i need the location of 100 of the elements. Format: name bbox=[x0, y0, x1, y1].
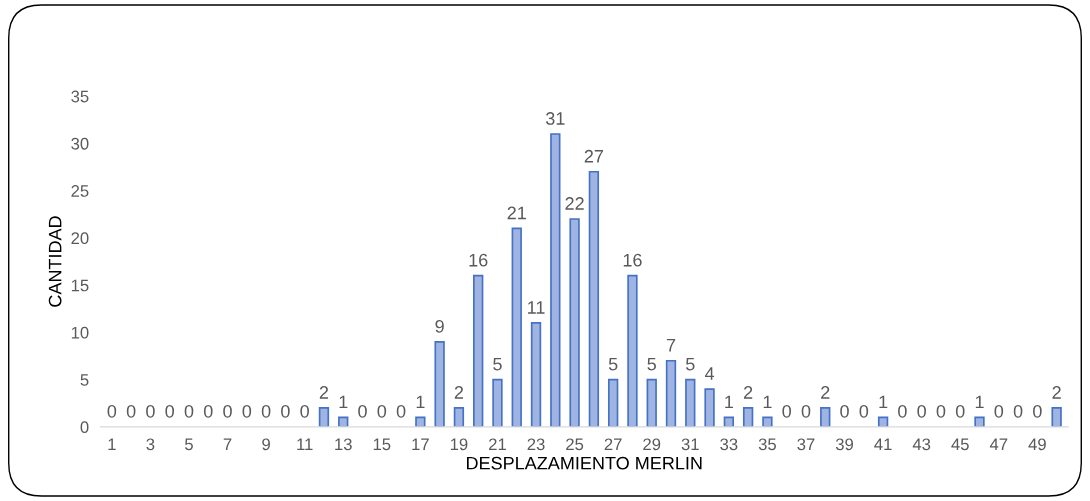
x-tick-label: 37 bbox=[797, 438, 815, 451]
bar bbox=[550, 133, 561, 427]
bar bbox=[511, 227, 522, 427]
data-label: 9 bbox=[435, 319, 444, 333]
data-label: 22 bbox=[565, 197, 584, 210]
data-label: 0 bbox=[801, 404, 811, 418]
data-label: 21 bbox=[507, 206, 526, 220]
data-label: 0 bbox=[300, 404, 309, 418]
data-label: 2 bbox=[744, 386, 753, 399]
bar bbox=[434, 340, 445, 427]
x-tick-label: 13 bbox=[335, 438, 352, 451]
x-tick-label: 35 bbox=[758, 438, 776, 451]
x-tick-label: 21 bbox=[489, 438, 506, 451]
y-axis-title: CANTIDAD bbox=[48, 216, 62, 307]
y-tick-label: 35 bbox=[71, 90, 89, 103]
y-tick-label: 5 bbox=[80, 374, 89, 386]
data-label: 0 bbox=[146, 404, 155, 418]
data-label: 0 bbox=[859, 404, 869, 418]
x-tick-label: 3 bbox=[146, 438, 155, 451]
data-label: 0 bbox=[261, 404, 271, 418]
bar bbox=[607, 378, 619, 427]
bar bbox=[530, 322, 542, 427]
y-tick-label: 0 bbox=[80, 421, 89, 434]
data-label: 1 bbox=[339, 395, 348, 409]
data-label: 0 bbox=[165, 404, 175, 418]
data-label: 0 bbox=[1033, 404, 1042, 418]
data-label: 0 bbox=[917, 404, 926, 418]
bar bbox=[492, 378, 503, 427]
data-label: 5 bbox=[685, 357, 695, 371]
data-label: 0 bbox=[377, 404, 387, 418]
x-tick-label: 11 bbox=[297, 438, 313, 451]
x-tick-label: 7 bbox=[223, 438, 232, 451]
data-label: 16 bbox=[469, 253, 488, 267]
x-tick-label: 5 bbox=[185, 438, 193, 451]
data-label: 0 bbox=[281, 404, 290, 418]
x-tick-label: 33 bbox=[720, 438, 738, 451]
data-label: 2 bbox=[319, 386, 329, 399]
data-label: 5 bbox=[608, 357, 618, 371]
data-label: 1 bbox=[879, 395, 888, 409]
y-tick-label: 15 bbox=[71, 279, 89, 292]
data-label: 0 bbox=[1013, 404, 1023, 418]
data-label: 11 bbox=[528, 301, 545, 314]
y-tick-label: 30 bbox=[71, 137, 89, 150]
x-tick-label: 17 bbox=[412, 438, 429, 451]
bar bbox=[318, 407, 330, 427]
bar bbox=[685, 378, 696, 427]
x-tick-label: 27 bbox=[604, 438, 622, 451]
data-label: 0 bbox=[955, 404, 965, 418]
data-label: 0 bbox=[126, 404, 136, 418]
x-tick-label: 39 bbox=[835, 438, 854, 451]
data-label: 4 bbox=[704, 367, 715, 380]
data-label: 2 bbox=[454, 386, 464, 399]
data-label: 0 bbox=[242, 404, 252, 418]
data-label: 2 bbox=[821, 386, 830, 399]
x-tick-label: 25 bbox=[566, 438, 584, 451]
x-tick-label: 15 bbox=[373, 438, 391, 451]
data-label: 1 bbox=[416, 395, 425, 409]
data-label: 1 bbox=[763, 395, 772, 409]
data-label: 31 bbox=[545, 112, 565, 125]
x-tick-label: 1 bbox=[108, 438, 116, 451]
x-tick-label: 23 bbox=[527, 438, 545, 451]
data-label: 27 bbox=[584, 149, 604, 163]
x-tick-label: 49 bbox=[1028, 438, 1046, 451]
data-label: 5 bbox=[493, 357, 502, 371]
x-tick-label: 9 bbox=[262, 438, 270, 451]
data-label: 1 bbox=[975, 395, 984, 409]
bar bbox=[742, 407, 754, 427]
bar bbox=[588, 170, 600, 427]
data-label: 0 bbox=[396, 404, 406, 418]
y-tick-label: 10 bbox=[71, 326, 89, 339]
data-label: 0 bbox=[107, 404, 117, 418]
y-tick-label: 25 bbox=[71, 185, 89, 197]
x-tick-label: 19 bbox=[450, 438, 468, 451]
x-tick-label: 41 bbox=[874, 438, 892, 451]
data-label: 5 bbox=[647, 357, 656, 371]
data-label: 0 bbox=[223, 404, 232, 418]
data-label: 7 bbox=[666, 339, 676, 352]
bar bbox=[569, 218, 580, 427]
data-label: 0 bbox=[782, 404, 792, 418]
data-label: 0 bbox=[184, 404, 194, 418]
bar bbox=[415, 416, 426, 427]
bar bbox=[1051, 407, 1062, 427]
data-label: 0 bbox=[898, 404, 907, 418]
data-label: 0 bbox=[203, 404, 213, 418]
x-tick-label: 47 bbox=[989, 438, 1008, 451]
y-tick-label: 20 bbox=[71, 232, 89, 245]
bar bbox=[665, 359, 677, 427]
x-axis-title: DESPLAZAMIENTO MERLIN bbox=[466, 456, 702, 470]
data-label: 1 bbox=[725, 395, 733, 409]
data-label: 2 bbox=[1052, 386, 1061, 399]
data-label: 16 bbox=[623, 253, 642, 267]
data-label: 0 bbox=[994, 404, 1004, 418]
x-tick-label: 29 bbox=[643, 438, 661, 451]
x-tick-label: 31 bbox=[681, 438, 699, 451]
bar bbox=[762, 416, 773, 427]
x-tick-label: 45 bbox=[951, 438, 969, 451]
bar bbox=[974, 416, 985, 427]
data-label: 0 bbox=[358, 404, 367, 418]
bar bbox=[820, 407, 831, 427]
x-tick-label: 43 bbox=[912, 438, 931, 451]
